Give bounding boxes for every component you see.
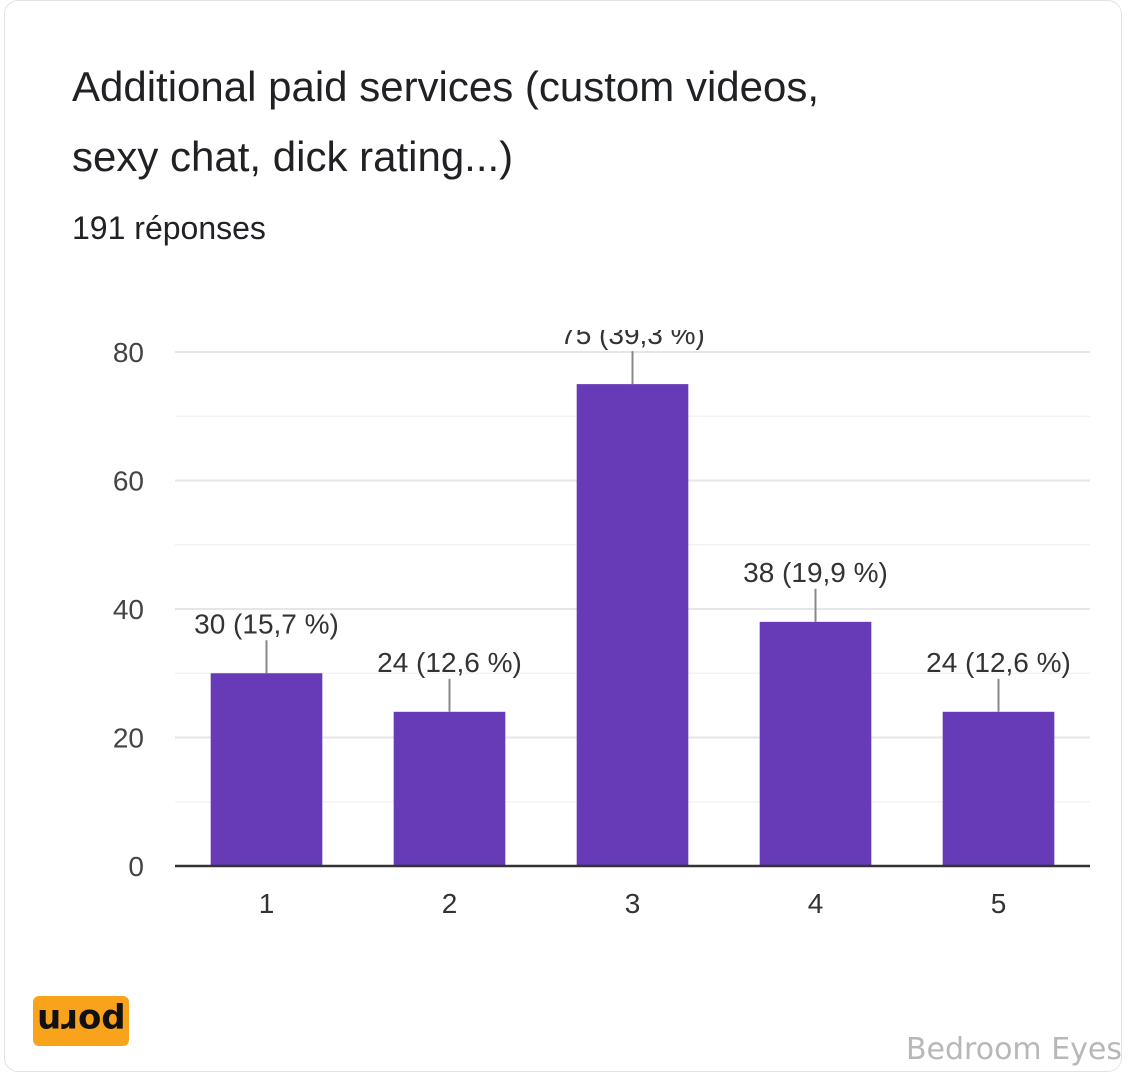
x-tick-label: 4 bbox=[808, 888, 824, 919]
y-tick-label: 60 bbox=[113, 466, 144, 497]
response-count: 191 réponses bbox=[72, 210, 266, 246]
badge-text: porn bbox=[36, 1001, 126, 1041]
data-label: 24 (12,6 %) bbox=[926, 647, 1071, 678]
x-tick-label: 1 bbox=[259, 888, 275, 919]
x-tick-label: 3 bbox=[625, 888, 641, 919]
data-label: 24 (12,6 %) bbox=[377, 647, 522, 678]
bar bbox=[942, 711, 1055, 866]
bar bbox=[759, 621, 872, 866]
porn-badge-logo: porn bbox=[33, 996, 129, 1046]
bar bbox=[393, 711, 506, 866]
data-label: 75 (39,3 %) bbox=[560, 330, 705, 350]
y-tick-label: 0 bbox=[128, 851, 144, 882]
x-tick-label: 5 bbox=[991, 888, 1007, 919]
chart-card bbox=[4, 0, 1122, 1072]
watermark: Bedroom Eyes bbox=[905, 1032, 1122, 1067]
y-tick-label: 40 bbox=[113, 594, 144, 625]
y-tick-label: 80 bbox=[113, 337, 144, 368]
data-label: 30 (15,7 %) bbox=[194, 608, 339, 639]
data-label: 38 (19,9 %) bbox=[743, 557, 888, 588]
bar bbox=[576, 384, 689, 866]
y-tick-label: 20 bbox=[113, 723, 144, 754]
bar bbox=[210, 673, 323, 866]
chart-title: Additional paid services (custom videos,… bbox=[72, 63, 820, 180]
bar-chart: 0 20 40 60 80 30 (15,7 %) 1 24 (12,6 %) 2 75 (39,… bbox=[113, 330, 1090, 919]
x-tick-label: 2 bbox=[442, 888, 458, 919]
